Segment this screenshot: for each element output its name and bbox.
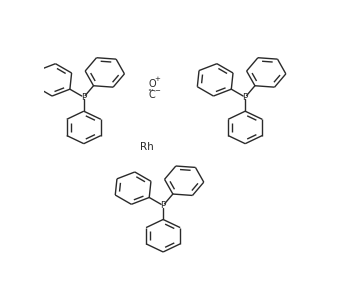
Text: C: C: [149, 90, 155, 100]
Text: Rh: Rh: [140, 142, 154, 152]
Text: P: P: [243, 93, 248, 102]
Text: +: +: [154, 76, 160, 82]
Text: P: P: [81, 93, 86, 102]
Text: O: O: [149, 79, 156, 89]
Text: −: −: [154, 88, 160, 94]
Text: P: P: [161, 201, 166, 210]
